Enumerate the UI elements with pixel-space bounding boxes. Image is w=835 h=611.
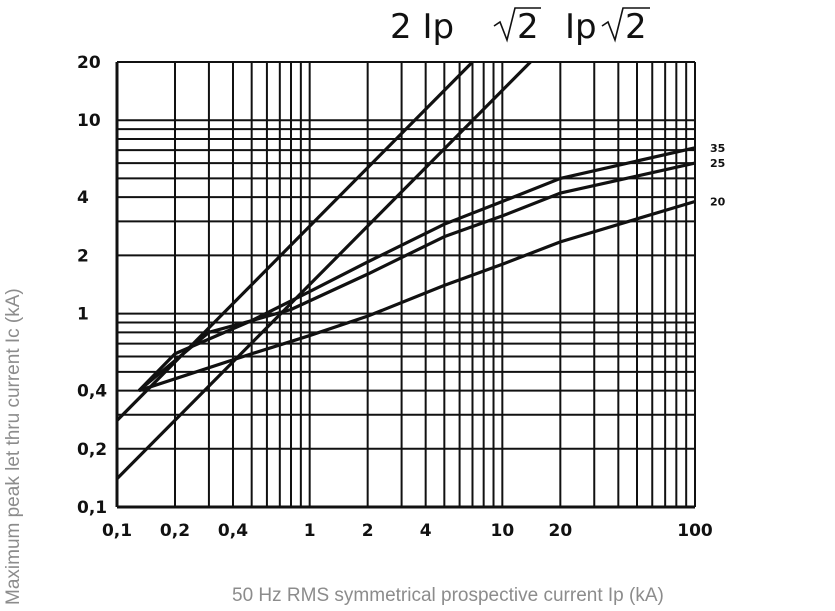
ref-label-2ip-root: 2 <box>517 7 539 47</box>
y-tick-label: 2 <box>77 246 89 266</box>
y-axis-title: Maximum peak let thru current Ic (kA) <box>3 288 24 605</box>
x-tick-label: 1 <box>304 521 316 541</box>
y-tick-label: 10 <box>77 111 101 131</box>
reference-line-2ip-sqrt2 <box>115 60 474 422</box>
y-tick-label: 20 <box>77 53 101 73</box>
series-line-35 <box>137 146 696 392</box>
series-label-20: 20 <box>710 195 726 208</box>
y-tick-label: 1 <box>77 305 89 325</box>
series-label-35: 35 <box>710 142 725 155</box>
ref-label-2ip-text: 2 Ip <box>390 7 454 47</box>
sqrt-symbol <box>601 7 650 43</box>
curves <box>115 60 696 480</box>
reference-label-ip: Ip 2 <box>565 7 650 47</box>
sqrt-symbol <box>493 7 541 43</box>
y-tick-label: 0,2 <box>77 440 107 460</box>
curve-labels: 35 25 20 <box>710 142 726 209</box>
x-tick-label: 0,1 <box>102 521 132 541</box>
x-tick-label: 100 <box>677 521 713 541</box>
series-line-20 <box>138 199 696 393</box>
y-tick-label: 4 <box>77 188 89 208</box>
x-tick-label: 20 <box>548 521 572 541</box>
series-label-25: 25 <box>710 157 725 170</box>
y-tick-label: 0,1 <box>77 498 107 518</box>
tick-labels: 0,1 0,2 0,4 1 2 4 10 20 100 0,1 0,2 0,4 1 2 4 10 20 <box>77 53 713 541</box>
x-tick-label: 2 <box>362 521 374 541</box>
reference-line-ip-sqrt2 <box>115 60 532 480</box>
reference-label-2ip: 2 Ip 2 <box>390 7 541 47</box>
x-tick-label: 10 <box>490 521 514 541</box>
x-tick-label: 0,4 <box>218 521 248 541</box>
grid <box>115 61 696 509</box>
x-axis-title: 50 Hz RMS symmetrical prospective curren… <box>232 585 664 606</box>
y-tick-label: 0,4 <box>77 382 107 402</box>
x-tick-label: 0,2 <box>160 521 190 541</box>
ref-label-ip-text: Ip <box>565 7 597 47</box>
series-line-25 <box>137 161 696 392</box>
x-tick-label: 4 <box>420 521 432 541</box>
ref-label-ip-root: 2 <box>625 7 647 47</box>
